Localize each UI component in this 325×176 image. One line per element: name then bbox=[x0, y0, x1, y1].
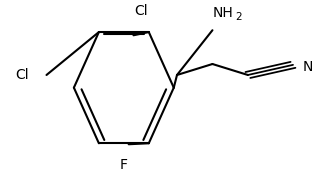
Text: 2: 2 bbox=[236, 12, 242, 22]
Text: NH: NH bbox=[213, 6, 233, 20]
Text: Cl: Cl bbox=[135, 4, 149, 18]
Text: F: F bbox=[120, 158, 128, 172]
Text: Cl: Cl bbox=[15, 68, 29, 82]
Text: N: N bbox=[303, 59, 313, 74]
